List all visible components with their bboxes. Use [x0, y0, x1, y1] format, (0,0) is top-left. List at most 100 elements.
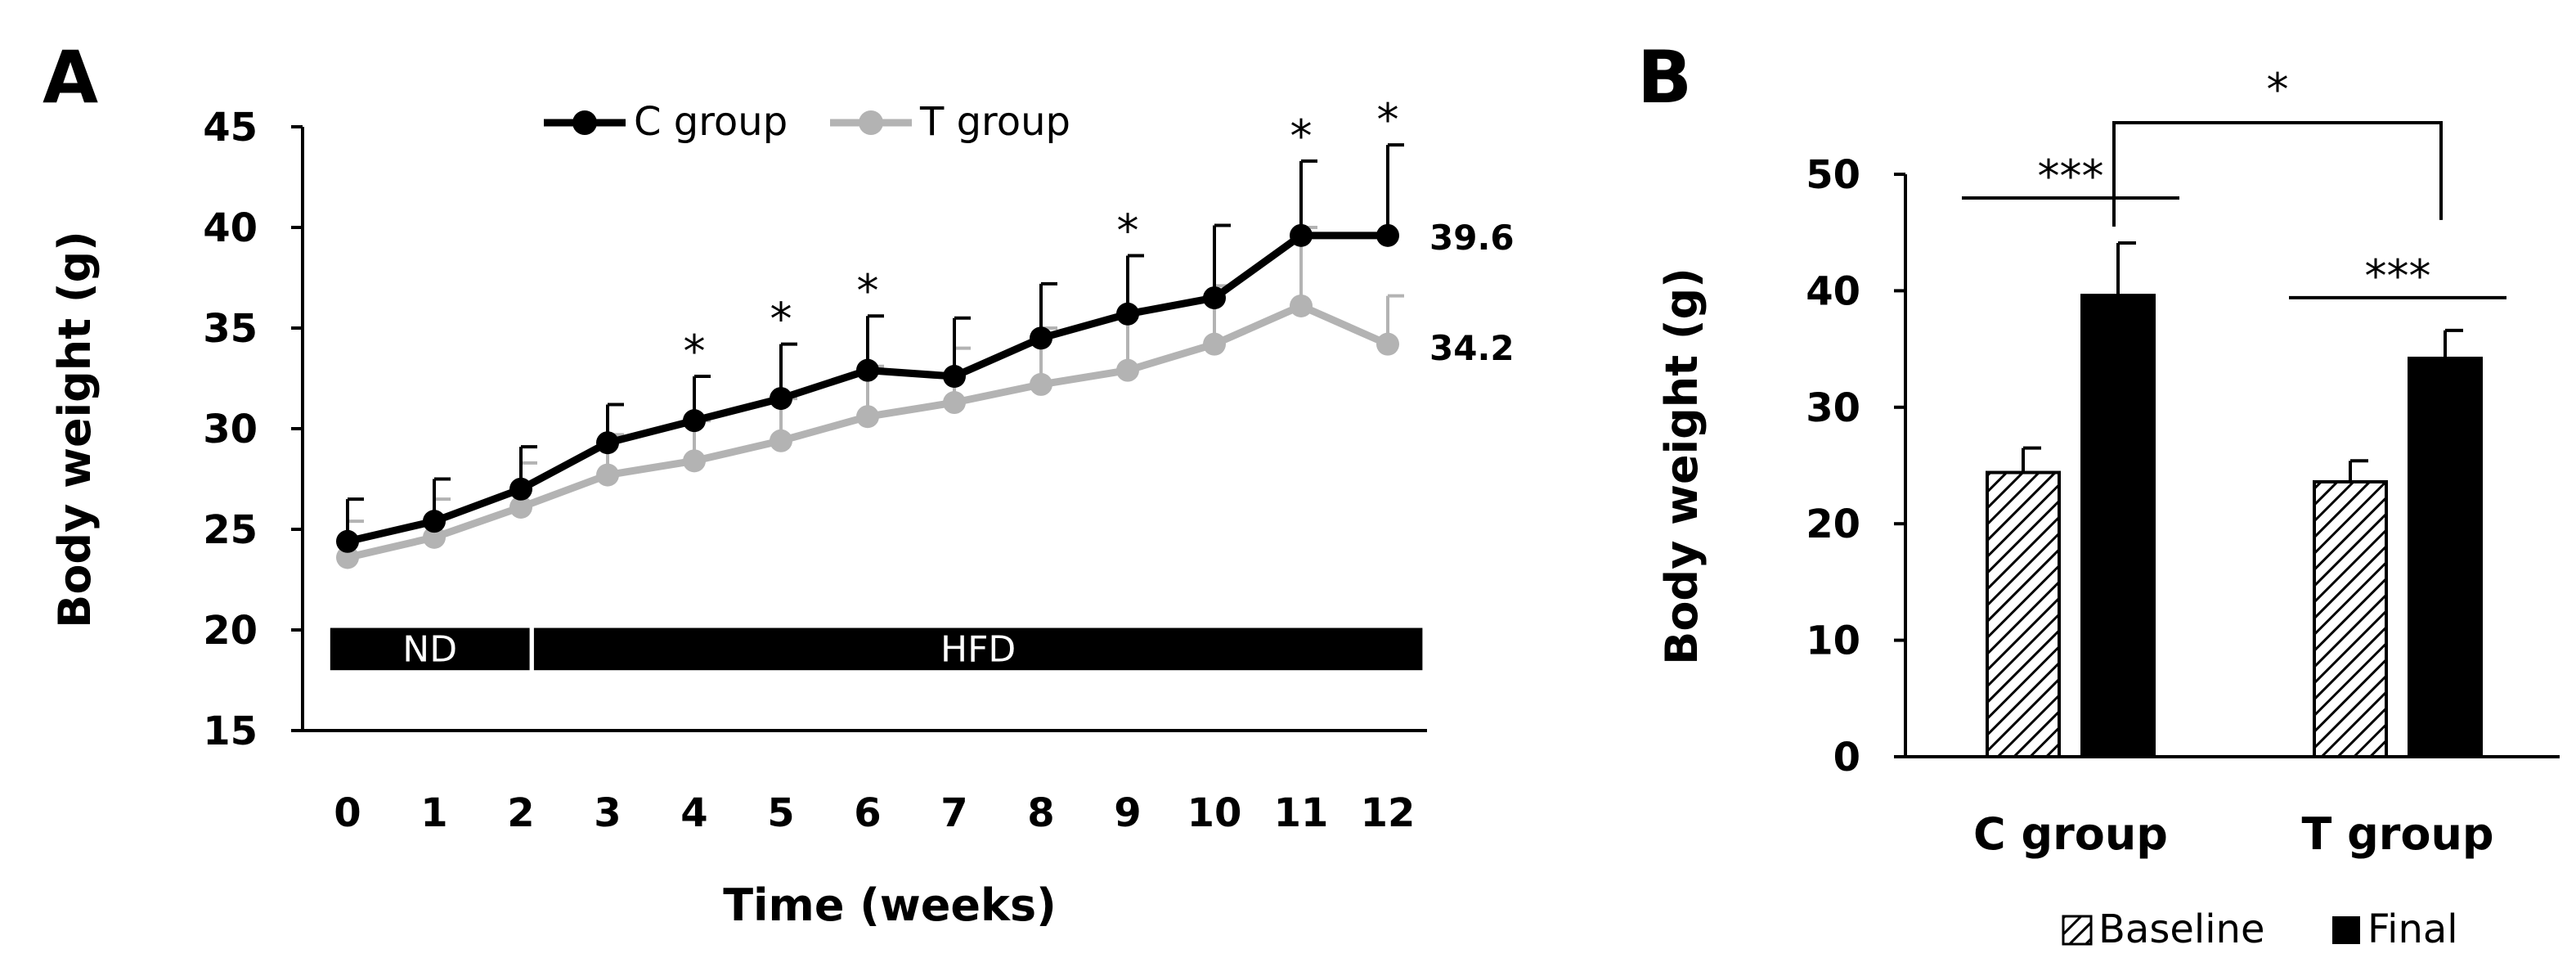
x-tick-label: 10	[1187, 790, 1242, 836]
point-t	[1116, 358, 1139, 382]
point-c	[596, 431, 619, 455]
series-c	[336, 143, 1404, 553]
diet-band-hfd	[533, 627, 1423, 671]
x-tick-label: 4	[680, 790, 707, 836]
bar-c-final	[2080, 294, 2156, 758]
y-tick-label-b: 10	[1806, 618, 1860, 664]
point-t	[943, 391, 966, 415]
point-c	[509, 477, 532, 501]
x-tick-label: 9	[1114, 790, 1141, 836]
point-c	[770, 387, 792, 411]
point-t	[683, 449, 706, 473]
legend-a: C group T group	[544, 99, 1070, 145]
significance-bracket	[2112, 121, 2443, 227]
end-label-t: 34.2	[1429, 328, 1515, 368]
legend-c-label: C group	[634, 99, 788, 145]
x-axis-title-a: Time (weeks)	[723, 879, 1057, 931]
y-ticks-b: 0 10 20 30 40 50	[1806, 152, 1905, 780]
x-tick-label: 3	[594, 790, 621, 836]
x-tick-label: 5	[767, 790, 794, 836]
significance-star: *	[1117, 205, 1139, 256]
y-tick-label-b: 30	[1806, 385, 1860, 431]
y-tick-label: 15	[203, 708, 258, 754]
point-t	[509, 495, 532, 519]
legend-c-marker	[572, 110, 597, 135]
diet-label-nd: ND	[402, 628, 457, 670]
significance-label-between: *	[2267, 64, 2289, 115]
x-tick-label: 11	[1274, 790, 1329, 836]
series-lines-a	[336, 143, 1404, 569]
diet-band-nd	[330, 627, 530, 671]
bar-t-final	[2408, 356, 2483, 758]
significance-star: *	[1290, 110, 1313, 162]
point-t	[856, 405, 879, 429]
legend-b: Baseline Final	[2062, 906, 2458, 952]
point-t	[336, 546, 359, 569]
x-tick-label: 7	[940, 790, 967, 836]
y-tick-label-b: 40	[1806, 268, 1860, 314]
significance-stars-a: * * * * * *	[684, 94, 1399, 377]
point-c	[943, 365, 966, 389]
point-t	[1376, 332, 1399, 356]
x-ticks-a: 0 1 2 3 4 5 6 7 8 9 10 11 12	[334, 790, 1415, 836]
point-c	[423, 510, 446, 533]
bar-c-baseline	[1986, 470, 2061, 758]
x-tick-label: 0	[334, 790, 361, 836]
point-t	[1203, 332, 1226, 356]
y-tick-label-b: 20	[1806, 501, 1860, 547]
legend-t-label: T group	[919, 99, 1070, 145]
panel-b-label: B	[1637, 35, 1692, 119]
significance-star: *	[770, 294, 792, 345]
significance-label: ***	[2365, 250, 2431, 302]
point-t	[1290, 294, 1313, 317]
significance-b: *******	[1962, 64, 2506, 302]
y-tick-label: 20	[203, 608, 258, 654]
diet-label-hfd: HFD	[940, 628, 1016, 670]
end-label-c: 39.6	[1429, 218, 1515, 258]
y-tick-label: 30	[203, 407, 258, 452]
point-c	[1290, 223, 1313, 247]
y-tick-label: 45	[203, 105, 258, 151]
category-label-t: T group	[2301, 808, 2493, 860]
legend-t-marker	[859, 110, 883, 135]
point-c	[336, 529, 359, 553]
significance-star: *	[684, 326, 706, 377]
x-tick-label: 2	[507, 790, 534, 836]
point-c	[1203, 286, 1226, 310]
point-t	[596, 463, 619, 487]
point-c	[1116, 302, 1139, 326]
legend-final-swatch	[2332, 916, 2360, 944]
point-c	[856, 358, 879, 382]
y-axis-title-a: Body weight (g)	[49, 231, 101, 628]
x-tick-label: 1	[420, 790, 447, 836]
point-c	[1376, 223, 1399, 247]
point-t	[1030, 372, 1052, 396]
x-tick-label: 12	[1361, 790, 1416, 836]
significance-star: *	[857, 265, 879, 317]
panel-a-label: A	[43, 35, 98, 119]
point-t	[423, 525, 446, 549]
y-tick-label: 40	[203, 205, 258, 251]
significance-label: ***	[2038, 151, 2104, 202]
y-tick-label: 35	[203, 306, 258, 352]
y-tick-label: 25	[203, 507, 258, 553]
legend-baseline-label: Baseline	[2098, 906, 2265, 952]
point-t	[770, 429, 792, 452]
legend-final-label: Final	[2367, 906, 2458, 952]
bar-t-baseline	[2313, 479, 2388, 758]
diet-bands: ND HFD	[330, 627, 1423, 671]
significance-star: *	[1377, 94, 1399, 146]
y-axis-title-b: Body weight (g)	[1656, 268, 1708, 665]
point-c	[1030, 326, 1052, 350]
bars-b	[1986, 241, 2483, 758]
y-tick-label-b: 50	[1806, 152, 1860, 198]
y-tick-label-b: 0	[1833, 735, 1860, 780]
x-tick-label: 6	[854, 790, 881, 836]
x-tick-label: 8	[1027, 790, 1054, 836]
category-label-c: C group	[1973, 808, 2168, 860]
y-ticks-a: 15 20 25 30 35 40 45	[203, 105, 303, 754]
legend-baseline-swatch	[2062, 915, 2093, 946]
